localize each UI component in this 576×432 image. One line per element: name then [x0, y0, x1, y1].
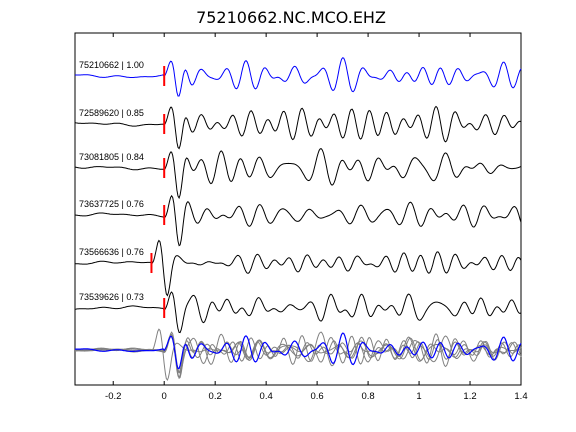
- stack-trace: [74, 334, 522, 374]
- x-tick-label: 0.2: [209, 391, 222, 402]
- trace-label: 73539626 | 0.73: [79, 292, 144, 302]
- trace-label: 72589620 | 0.85: [79, 108, 144, 118]
- trace-label: 73566636 | 0.76: [79, 247, 144, 257]
- x-tick-label: 0.4: [260, 391, 273, 402]
- x-tick-label: 0.8: [361, 391, 374, 402]
- x-tick-label: 1.2: [463, 391, 476, 402]
- x-axis: -0.2 0 0.2 0.4 0.6 0.8 1 1.2 1.4: [105, 33, 528, 402]
- x-tick-label: 0: [162, 391, 167, 402]
- x-tick-label: -0.2: [105, 391, 121, 402]
- trace-panel: [74, 57, 522, 334]
- trace-line: [75, 239, 522, 297]
- plot-area: [74, 32, 522, 386]
- trace-line: [75, 57, 522, 97]
- trace-labels: 75210662 | 1.00 72589620 | 0.85 73081805 |…: [79, 60, 144, 302]
- chart-title: 75210662.NC.MCO.EHZ: [196, 8, 386, 27]
- trace-line: [74, 105, 522, 150]
- trace-line: [74, 194, 522, 247]
- stack-reference-trace: [75, 332, 522, 370]
- x-tick-label: 1: [416, 391, 421, 402]
- stacked-overlay: [74, 328, 522, 382]
- trace-line: [74, 148, 522, 200]
- x-tick-label: 1.4: [514, 391, 527, 402]
- trace-label: 75210662 | 1.00: [79, 60, 144, 70]
- trace-line: [74, 291, 522, 334]
- x-tick-label: 0.6: [311, 391, 324, 402]
- trace-label: 73081805 | 0.84: [79, 152, 144, 162]
- trace-label: 73637725 | 0.76: [79, 199, 144, 209]
